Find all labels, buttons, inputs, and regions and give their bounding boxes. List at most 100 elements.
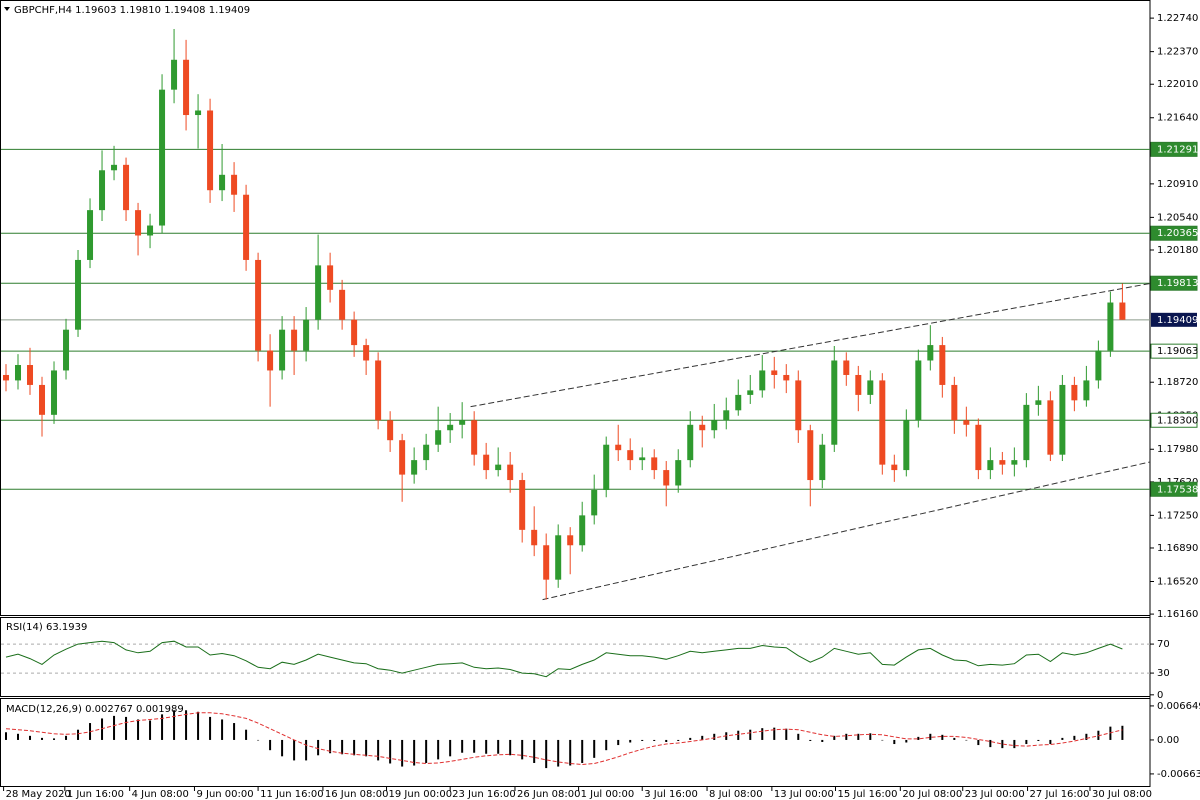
candle-body (735, 394, 742, 411)
x-tick-label: 19 Jun 00:00 (389, 789, 453, 800)
macd-bar (917, 736, 920, 740)
candle-body (411, 460, 418, 475)
level-label: 1.18300 (1157, 415, 1198, 426)
candle-body (567, 535, 574, 546)
candle-body (207, 110, 214, 191)
macd-bar (197, 711, 200, 740)
macd-bar (617, 739, 620, 746)
macd-bar (953, 737, 956, 740)
candle-body (507, 464, 514, 481)
macd-bar (413, 739, 416, 766)
candle-body (279, 329, 286, 371)
signal-line (5, 712, 1123, 766)
macd-bar (365, 739, 368, 757)
macd-bar (797, 733, 800, 740)
candle-body (807, 430, 814, 481)
candle-body (195, 110, 202, 116)
candle-body (231, 174, 238, 195)
macd-bar (377, 739, 380, 761)
candle-body (927, 345, 934, 361)
candle-body (867, 380, 874, 395)
macd-bar (449, 739, 452, 757)
macd-bar (485, 739, 488, 754)
macd-bar (545, 739, 548, 769)
y-tick-label: 1.21640 (1157, 113, 1198, 124)
macd-bar (809, 739, 812, 741)
macd-bar (269, 739, 272, 751)
rsi-line (5, 640, 1123, 678)
macd-bar (461, 739, 464, 753)
level-label: 1.19813 (1157, 278, 1198, 289)
candle-body (939, 345, 946, 385)
macd-bar (605, 739, 608, 751)
x-tick-label: 1 Jul 00:00 (581, 789, 635, 800)
candle-body (711, 420, 718, 431)
macd-bar (1085, 733, 1088, 740)
candle-body (519, 480, 526, 530)
y-tick-label: 0.006649 (1157, 701, 1200, 712)
macd-bar (1037, 739, 1040, 741)
candle-body (1107, 302, 1114, 351)
candle-body (171, 59, 178, 90)
candle-body (651, 457, 658, 471)
candle-body (891, 464, 898, 471)
macd-bar (1001, 739, 1004, 749)
x-tick-label: 26 Jun 08:00 (517, 789, 581, 800)
macd-bar (125, 716, 128, 740)
level-label-box (1150, 481, 1198, 497)
x-tick-label: 23 Jul 00:00 (965, 789, 1025, 800)
candle-body (423, 444, 430, 461)
candle-body (387, 420, 394, 441)
candle-body (87, 210, 94, 260)
candle-body (183, 59, 190, 116)
candle-body (375, 360, 382, 421)
candle-body (75, 259, 82, 330)
candle-body (663, 470, 670, 486)
candle-body (1059, 384, 1066, 455)
candle-body (975, 424, 982, 471)
candle-body (255, 259, 262, 351)
candle-body (771, 370, 778, 375)
level-label-box (1150, 412, 1198, 428)
candle-body (303, 319, 310, 351)
candle-body (747, 390, 754, 395)
macd-bar (821, 739, 824, 742)
x-tick-label: 30 Jul 08:00 (1092, 789, 1152, 800)
x-tick-label: 28 May 2020 (6, 789, 71, 800)
symbol-menu-arrow[interactable] (4, 7, 10, 11)
macd-bar (893, 739, 896, 745)
macd-bar (53, 738, 56, 740)
last-price-box (1151, 312, 1197, 327)
last-price-label: 1.19409 (1157, 315, 1198, 326)
macd-bar (161, 714, 164, 740)
x-tick-label: 3 Jul 16:00 (644, 789, 698, 800)
candle-body (219, 174, 226, 191)
candle-body (987, 460, 994, 471)
macd-bar (569, 739, 572, 766)
macd-bar (977, 739, 980, 746)
candle-body (795, 380, 802, 431)
macd-bar (41, 737, 44, 740)
candle-body (291, 329, 298, 351)
y-tick-label: 1.16520 (1157, 576, 1198, 587)
macd-bar (1013, 739, 1016, 749)
candle-body (591, 490, 598, 516)
macd-bar (737, 730, 740, 740)
macd-bar (989, 739, 992, 748)
x-tick-label: 23 Jun 16:00 (452, 789, 516, 800)
macd-bar (761, 728, 764, 740)
level-label-box (1150, 275, 1198, 291)
macd-bar (833, 735, 836, 740)
macd-bar (713, 733, 716, 740)
candle-body (543, 545, 550, 580)
candle-body (327, 265, 334, 290)
x-tick-label: 20 Jul 08:00 (902, 789, 962, 800)
rsi-title: RSI(14) 63.1939 (6, 622, 87, 633)
candle-body (555, 535, 562, 580)
x-tick-label: 16 Jun 08:00 (325, 789, 389, 800)
candle-body (51, 370, 58, 415)
candle-body (123, 164, 130, 211)
y-tick-label: 1.17250 (1157, 510, 1198, 521)
candle-body (483, 454, 490, 471)
x-tick-label: 4 Jun 08:00 (132, 789, 189, 800)
